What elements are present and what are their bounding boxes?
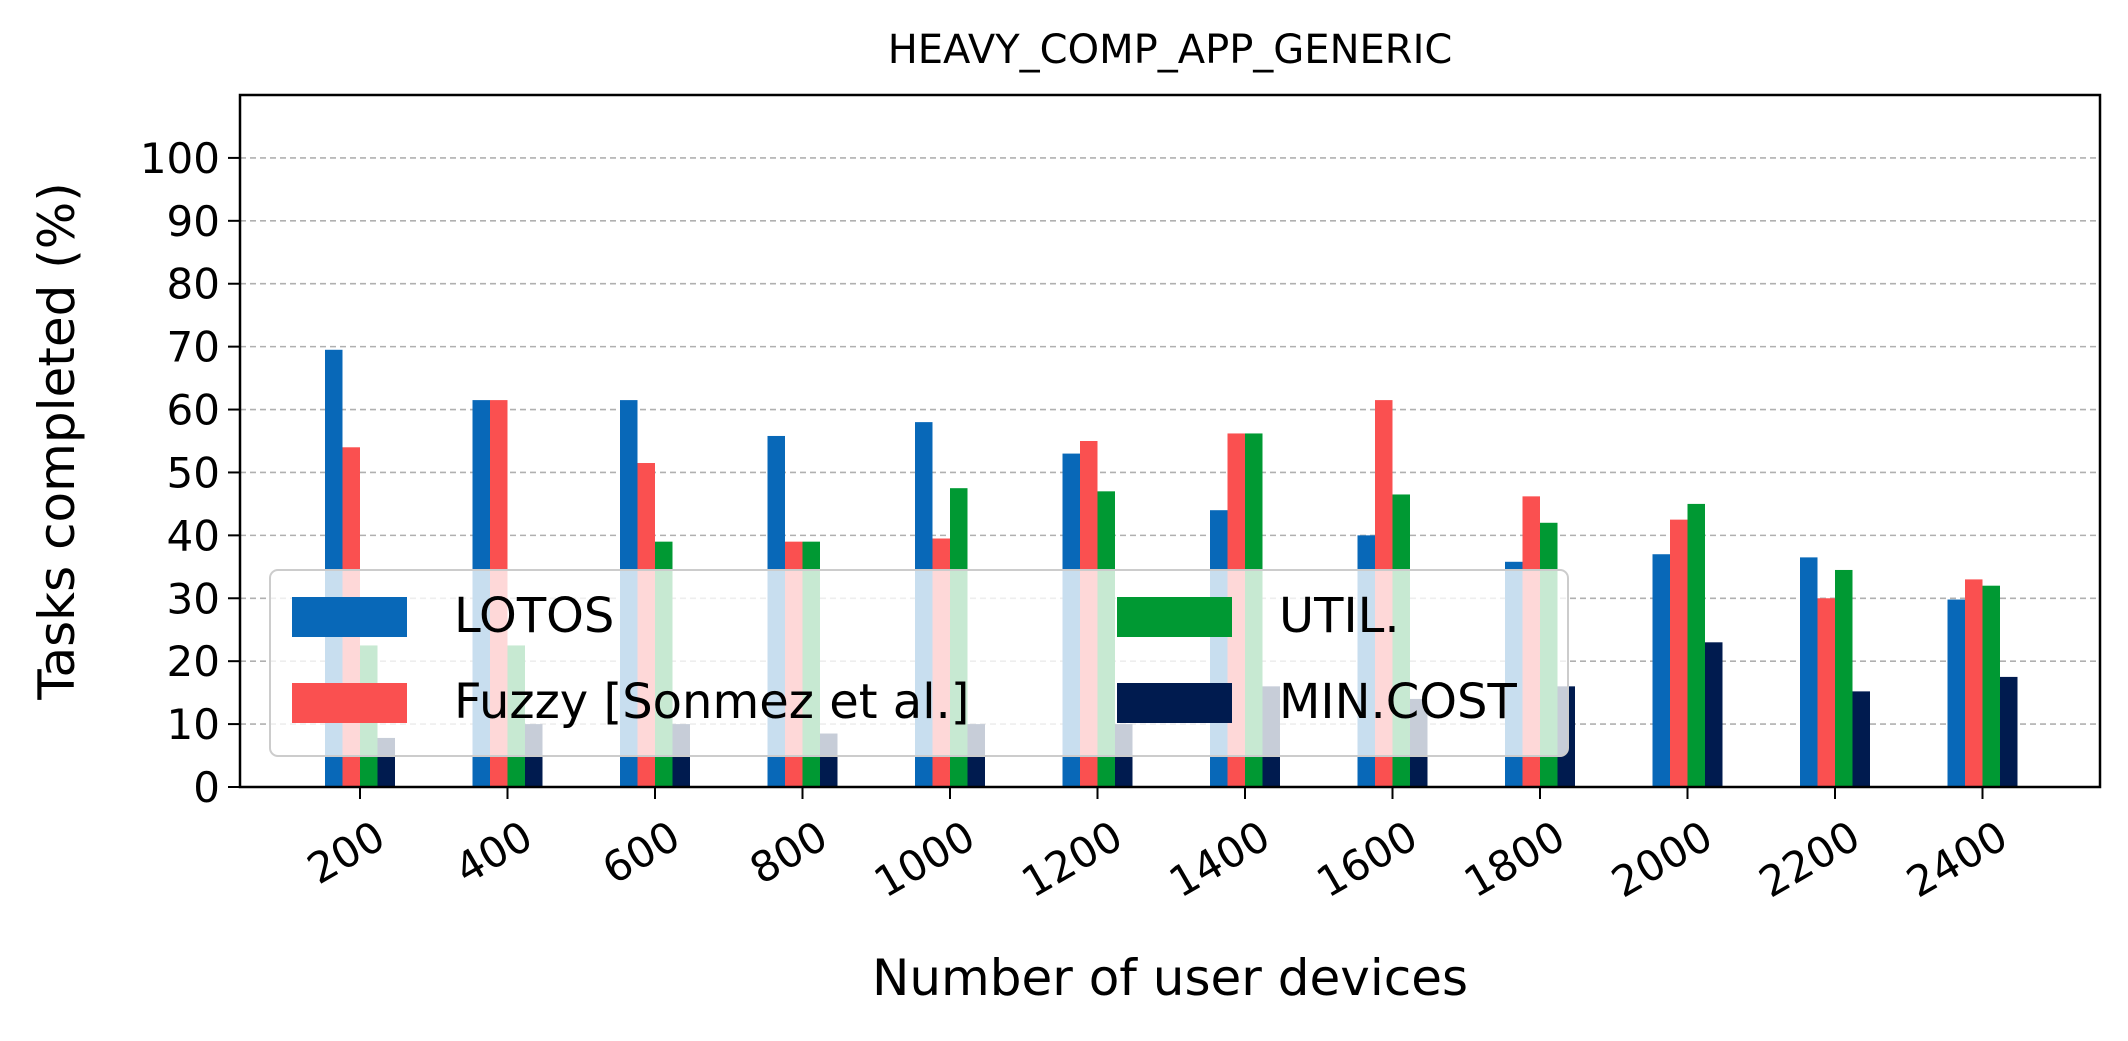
legend-swatch: [292, 597, 407, 637]
y-tick-label: 50: [167, 448, 220, 497]
plot-frame: [238, 93, 2102, 789]
legend: LOTOS Fuzzy [Sonmez et al.] UTIL. MIN.COST: [269, 569, 1569, 757]
legend-label: LOTOS: [454, 588, 614, 644]
bar: [1947, 599, 1965, 787]
x-tick-label: 200: [299, 811, 393, 894]
bar: [1670, 519, 1688, 787]
x-tick-label: 1400: [1161, 811, 1278, 907]
y-tick-label: 80: [167, 260, 220, 309]
bar: [1817, 598, 1835, 787]
y-tick-label: 0: [193, 763, 220, 812]
x-tick-label: 2200: [1751, 811, 1868, 907]
bar: [1705, 642, 1723, 787]
legend-label: Fuzzy [Sonmez et al.]: [454, 674, 970, 730]
y-tick-label: 70: [167, 323, 220, 372]
chart-title: HEAVY_COMP_APP_GENERIC: [888, 27, 1453, 73]
x-tick-label: 2400: [1898, 811, 2015, 907]
legend-label: UTIL.: [1279, 588, 1400, 644]
y-axis-label: Tasks completed (%): [28, 182, 86, 701]
bar: [1835, 569, 1853, 787]
bar: [1687, 503, 1705, 787]
legend-box: [269, 569, 1569, 757]
x-tick-label: 400: [447, 811, 541, 894]
y-tick-label: 10: [167, 700, 220, 749]
x-tick-label: 1800: [1456, 811, 1573, 907]
bar: [1982, 585, 2000, 787]
y-axis: 0 10 20 30 40 50 60 70 80 90 100: [140, 134, 240, 812]
x-tick-label: 1200: [1013, 811, 1130, 907]
bar: [1800, 557, 1818, 787]
legend-swatch: [1117, 683, 1232, 723]
x-tick-label: 1000: [866, 811, 983, 907]
legend-swatch: [292, 683, 407, 723]
legend-label: MIN.COST: [1279, 674, 1518, 730]
bar: [1852, 691, 1870, 787]
x-axis-label: Number of user devices: [872, 949, 1468, 1007]
y-tick-label: 20: [167, 637, 220, 686]
x-tick-label: 2000: [1603, 811, 1720, 907]
y-tick-label: 40: [167, 511, 220, 560]
x-tick-label: 600: [594, 811, 688, 894]
y-tick-label: 90: [167, 197, 220, 246]
y-tick-label: 30: [167, 574, 220, 623]
bar: [1965, 579, 1983, 787]
bar: [1652, 554, 1670, 787]
y-tick-label: 60: [167, 386, 220, 435]
x-tick-label: 1600: [1308, 811, 1425, 907]
x-tick-label: 800: [742, 811, 836, 894]
legend-swatch: [1117, 597, 1232, 637]
y-tick-label: 100: [140, 134, 220, 183]
bar: [2000, 676, 2018, 787]
x-axis: 200 400 600 800 1000 1200 1400 1600 1800 2000 2200…: [299, 787, 2016, 907]
